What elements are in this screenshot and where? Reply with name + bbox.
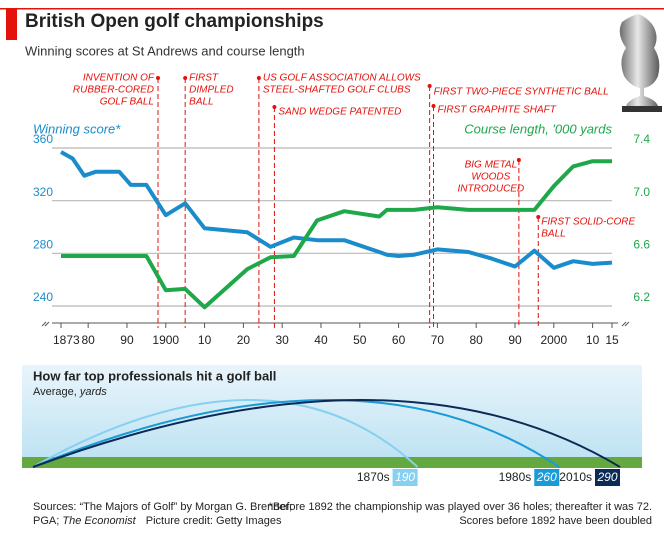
distance-label: 260 <box>536 470 557 484</box>
x-tick-label: 1873 <box>53 333 80 347</box>
y-tick-label: 360 <box>33 132 53 146</box>
event-dot <box>256 76 261 80</box>
sources-2: PGA; The Economist Picture credit: Getty … <box>33 515 282 527</box>
distance-box <box>392 469 418 486</box>
panel-subtitle: Average, yards <box>33 386 107 398</box>
axis-break <box>41 321 630 327</box>
flight-arc <box>32 399 621 468</box>
x-tick-label: 60 <box>392 333 406 347</box>
x-tick-label: 2000 <box>540 333 567 347</box>
event-label: FIRST <box>189 73 219 84</box>
trophy <box>619 14 662 112</box>
y2-tick-label: 7.4 <box>633 132 650 146</box>
x-tick-label: 40 <box>314 333 328 347</box>
x-tick-label: 20 <box>237 333 251 347</box>
red-tab <box>6 9 17 40</box>
x-tick-label: 30 <box>275 333 289 347</box>
event-dot <box>536 215 541 219</box>
era-label: 2010s <box>559 470 592 484</box>
y-tick-label: 280 <box>33 238 53 252</box>
event-dot <box>431 104 436 108</box>
event-label: INTRODUCED <box>458 184 525 195</box>
ground <box>22 457 642 468</box>
event-label: RUBBER-CORED <box>73 85 154 96</box>
y-tick-label: 320 <box>33 185 53 199</box>
series-line <box>60 150 613 270</box>
event-label: GOLF BALL <box>100 97 154 108</box>
title: British Open golf championships <box>25 11 324 32</box>
event-label: INVENTION OF <box>83 73 155 84</box>
event-dot <box>183 76 188 80</box>
event-dot <box>427 84 432 88</box>
series-line <box>61 159 612 310</box>
distance-box <box>595 469 620 486</box>
event-dot <box>156 76 161 80</box>
event-dot <box>516 158 521 162</box>
x-tick-label: 15 <box>605 333 619 347</box>
event-dot <box>272 105 277 109</box>
subtitle: Winning scores at St Andrews and course … <box>25 43 305 58</box>
panel-unit: yards <box>79 386 107 398</box>
panel-title: How far top professionals hit a golf bal… <box>33 368 276 383</box>
event-label: SAND WEDGE PATENTED <box>278 107 401 118</box>
distance-label: 290 <box>596 470 617 484</box>
x-tick-label: 90 <box>508 333 522 347</box>
footnote-2: Scores before 1892 have been doubled <box>459 515 652 527</box>
y2-axis-title: Course length, '000 yards <box>464 121 612 136</box>
era-label: 1980s <box>499 470 532 484</box>
event-label: DIMPLED <box>189 85 233 96</box>
event-label: FIRST TWO-PIECE SYNTHETIC BALL <box>434 87 609 98</box>
x-tick-label: 80 <box>81 333 95 347</box>
sky <box>22 365 642 457</box>
event-label: FIRST GRAPHITE SHAFT <box>438 105 557 116</box>
x-tick-label: 1900 <box>152 333 179 347</box>
era-label: 1870s <box>357 470 390 484</box>
event-label: US GOLF ASSOCIATION ALLOWS <box>263 73 421 84</box>
x-tick-label: 70 <box>431 333 445 347</box>
y-axis-title: Winning score* <box>33 121 121 136</box>
event-label: BIG METAL <box>465 160 518 171</box>
event-label: BALL <box>189 97 213 108</box>
x-tick-label: 90 <box>120 333 134 347</box>
event-label: FIRST SOLID-CORE <box>541 217 635 228</box>
y2-tick-label: 6.6 <box>633 238 650 252</box>
event-label: STEEL-SHAFTED GOLF CLUBS <box>263 85 411 96</box>
x-tick-label: 10 <box>586 333 600 347</box>
y2-tick-label: 6.2 <box>633 290 650 304</box>
footnote: *Before 1892 the championship was played… <box>269 501 652 513</box>
x-tick-label: 80 <box>470 333 484 347</box>
event-label: BALL <box>541 229 565 240</box>
y2-tick-label: 7.0 <box>633 185 650 199</box>
distance-box <box>534 469 560 486</box>
panel-subtitle-text: Average, <box>33 386 77 398</box>
event-label: WOODS <box>471 172 510 183</box>
top-rule <box>0 8 664 10</box>
x-tick-label: 50 <box>353 333 367 347</box>
y-tick-label: 240 <box>33 290 53 304</box>
picture-credit: Picture credit: Getty Images <box>146 515 282 527</box>
flight-arc <box>32 399 419 468</box>
x-tick-label: 10 <box>198 333 212 347</box>
distance-label: 190 <box>395 470 415 484</box>
sources-economist: The Economist <box>62 515 136 527</box>
sources-pga: PGA; <box>33 515 59 527</box>
sources: Sources: “The Majors of Golf” by Morgan … <box>33 501 292 513</box>
